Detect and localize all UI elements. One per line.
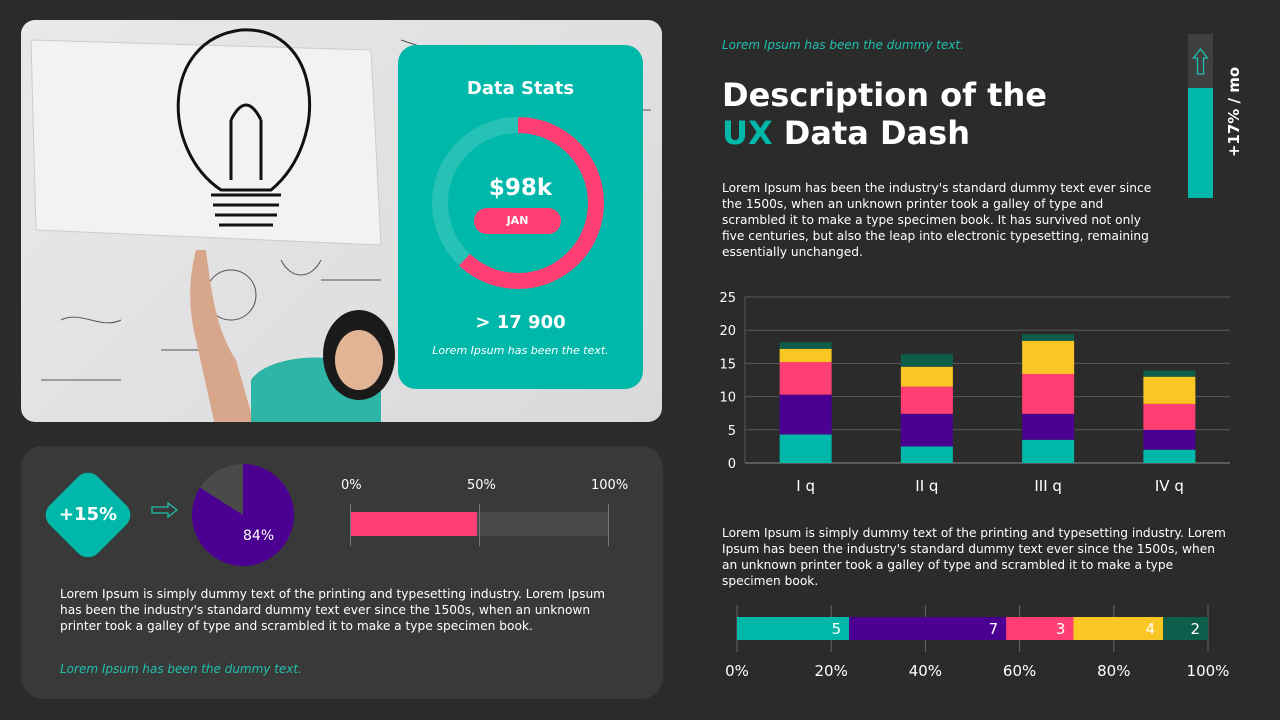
- y-tick-label: 10: [719, 391, 736, 406]
- pie-slice-main: [192, 464, 294, 566]
- bar-segment: [779, 434, 832, 463]
- data-stats-card: Data Stats $98k JAN > 17 900 Lorem Ipsum…: [398, 45, 643, 389]
- bar-segment: [779, 348, 832, 363]
- bar-segment: [900, 386, 953, 414]
- title-line-2: Data Dash: [772, 114, 970, 152]
- segment-label: 3: [1056, 620, 1066, 638]
- segment-label: 5: [832, 620, 842, 638]
- bar-segment: [900, 354, 953, 367]
- bar-segment: [900, 366, 953, 387]
- card-title: Data Stats: [466, 78, 575, 99]
- x-tick-label: 20%: [815, 662, 848, 680]
- month-badge[interactable]: JAN: [474, 208, 561, 234]
- x-tick-label: I q: [796, 477, 815, 495]
- growth-meter: [1188, 34, 1213, 198]
- bar-segment: [1143, 370, 1196, 377]
- x-tick-label: III q: [1034, 477, 1062, 495]
- y-tick-label: 15: [719, 357, 736, 372]
- x-tick-label: IV q: [1155, 477, 1184, 495]
- y-tick-label: 0: [728, 457, 736, 472]
- bar-segment: [849, 617, 1007, 640]
- stats-value: $98k: [488, 175, 553, 201]
- progress-tick-100: 100%: [591, 478, 629, 493]
- header-kicker: Lorem Ipsum has been the dummy text.: [722, 38, 964, 52]
- y-tick-label: 5: [728, 424, 736, 439]
- stats-total: > 17 900: [475, 312, 566, 333]
- bar-segment: [900, 446, 953, 463]
- x-tick-label: 100%: [1187, 662, 1230, 680]
- card-caption: Lorem Ipsum has been the text.: [432, 344, 609, 357]
- bar-segment: [1143, 376, 1196, 404]
- growth-meter-fill: [1188, 88, 1213, 198]
- bar-segment: [1143, 429, 1196, 450]
- bottom-stats-panel: +15% 84% 0% 50% 100% Lorem Ipsum is simp…: [21, 446, 663, 699]
- growth-value: +15%: [58, 504, 118, 525]
- percent-bar-chart: 0% 20% 40% 60% 80% 100% 5 7 3 4 2: [725, 605, 1230, 680]
- bar-segment: [1143, 449, 1196, 463]
- ring-chart: [432, 117, 604, 289]
- y-tick-label: 20: [719, 324, 736, 339]
- panel-paragraph: Lorem Ipsum is simply dummy text of the …: [60, 587, 606, 633]
- bar-segment: [779, 362, 832, 395]
- stacked-bar-chart: 0 5 10 15 20 25 I q II q III q IV q: [719, 291, 1230, 495]
- segment-label: 7: [989, 620, 999, 638]
- paragraph-2: Lorem Ipsum is simply dummy text of the …: [722, 526, 1226, 588]
- growth-meter-label: +17% / mo: [1225, 66, 1243, 158]
- progress-fill: [351, 512, 477, 536]
- bar-segment: [1143, 403, 1196, 430]
- bar-segment: [1022, 340, 1075, 375]
- pie-chart: [192, 464, 294, 566]
- segment-label: 2: [1190, 620, 1200, 638]
- arrow-up-icon: [1192, 48, 1209, 75]
- bar-segment: [1022, 413, 1075, 440]
- bar-segment: [779, 342, 832, 349]
- x-tick-label: 0%: [725, 662, 749, 680]
- progress-tick-0: 0%: [341, 478, 362, 493]
- bar-segment: [779, 394, 832, 435]
- bar-segment: [1022, 334, 1075, 341]
- panel-caption: Lorem Ipsum has been the dummy text.: [60, 662, 302, 676]
- header-paragraph: Lorem Ipsum has been the industry's stan…: [722, 181, 1152, 259]
- page-title: Description of the UX Data Dash: [722, 76, 1047, 152]
- bar-segment: [1073, 617, 1164, 640]
- x-tick-label: 80%: [1097, 662, 1130, 680]
- bar-segment: [1022, 374, 1075, 414]
- lightbulb-sketch-image: [30, 28, 651, 422]
- bar-segment: [1022, 439, 1075, 463]
- bar-segment: [1006, 617, 1074, 640]
- segment-label: 4: [1146, 620, 1156, 638]
- x-tick-label: II q: [915, 477, 938, 495]
- ring-progress: [432, 117, 604, 289]
- title-line-1: Description of the: [722, 76, 1047, 114]
- bar-segment: [737, 617, 850, 640]
- pie-label: 84%: [243, 528, 275, 544]
- y-tick-label: 25: [719, 291, 736, 306]
- arrow-right-icon: [151, 502, 179, 518]
- x-tick-label: 40%: [909, 662, 942, 680]
- progress-tick-50: 50%: [467, 478, 496, 493]
- bar-segment: [1163, 617, 1208, 640]
- bar-segment: [900, 413, 953, 447]
- title-accent: UX: [722, 114, 773, 152]
- x-tick-label: 60%: [1003, 662, 1036, 680]
